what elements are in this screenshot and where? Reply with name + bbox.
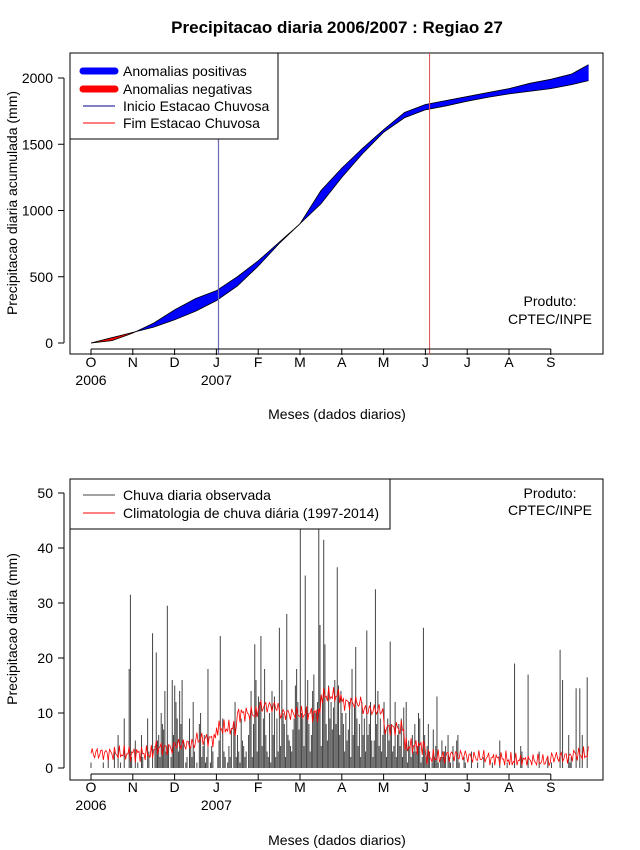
bottom-y-tick-label: 40	[37, 540, 53, 556]
bottom-month-label: F	[254, 779, 263, 795]
positive-anomaly-band	[237, 260, 259, 287]
top-y-tick-label: 2000	[22, 70, 53, 86]
bottom-legend: Chuva diaria observada Climatologia de c…	[69, 478, 391, 530]
top-annotation-produto: Produto:	[524, 293, 577, 309]
top-month-label: M	[294, 354, 306, 370]
positive-anomaly-band	[466, 92, 489, 102]
top-x-axis: O N D J F M A M J J A S 2006 2007	[75, 348, 555, 388]
top-x-label: Meses (dados diarios)	[268, 406, 406, 422]
positive-anomaly-band	[446, 96, 468, 107]
top-annotation-cptec: CPTEC/INPE	[508, 311, 592, 327]
legend-label-end: Fim Estacao Chuvosa	[123, 115, 260, 131]
top-y-tick-label: 1500	[22, 136, 53, 152]
top-y-tick-label: 500	[30, 269, 54, 285]
legend-label-negative: Anomalias negativas	[123, 81, 252, 97]
bottom-daily-bars	[90, 493, 588, 768]
top-month-label: J	[213, 354, 220, 370]
climatology-accumulated-line	[90, 80, 589, 344]
bottom-y-label: Precipitacao diaria (mm)	[4, 553, 20, 705]
top-chart-title: Precipitacao diaria 2006/2007 : Regiao 2…	[171, 18, 503, 37]
top-month-label: J	[422, 354, 429, 370]
positive-anomaly-band	[320, 167, 343, 205]
bottom-year-label: 2006	[75, 797, 106, 813]
top-season-lines	[217, 53, 431, 354]
top-month-label: A	[337, 354, 347, 370]
legend-label-start: Inicio Estacao Chuvosa	[123, 98, 270, 114]
bottom-month-label: O	[86, 779, 97, 795]
legend-label-positive: Anomalias positivas	[123, 63, 247, 79]
bottom-x-label: Meses (dados diarios)	[268, 832, 406, 848]
bottom-month-label: D	[170, 779, 180, 795]
bottom-annotation-cptec: CPTEC/INPE	[508, 502, 592, 518]
bottom-month-label: A	[337, 779, 347, 795]
bottom-annotation-produto: Produto:	[524, 485, 577, 501]
top-month-label: N	[128, 354, 138, 370]
positive-anomaly-band	[195, 290, 217, 312]
top-y-axis: 0 500 1000 1500 2000	[22, 70, 65, 351]
bottom-month-label: J	[213, 779, 220, 795]
bottom-month-label: M	[378, 779, 390, 795]
bottom-y-tick-label: 30	[37, 595, 53, 611]
observed-accumulated-line	[90, 64, 589, 344]
positive-anomaly-band	[153, 309, 175, 328]
top-year-label: 2006	[75, 372, 106, 388]
bottom-month-label: J	[422, 779, 429, 795]
top-year-label: 2007	[201, 372, 232, 388]
bottom-month-label: J	[464, 779, 471, 795]
top-month-label: J	[464, 354, 471, 370]
bottom-x-axis: O N D J F M A M J J A S 2006 2007	[75, 773, 555, 813]
top-y-label: Precipitacao diaria acumulada (mm)	[4, 91, 20, 315]
bottom-year-label: 2007	[201, 797, 232, 813]
top-month-label: O	[86, 354, 97, 370]
bottom-climatology-line	[90, 686, 589, 767]
top-legend-box	[69, 52, 279, 140]
legend-label-observed: Chuva diaria observada	[123, 487, 271, 503]
bottom-month-label: N	[128, 779, 138, 795]
top-month-label: F	[254, 354, 263, 370]
top-y-tick-label: 0	[45, 335, 53, 351]
top-month-label: D	[170, 354, 180, 370]
top-month-label: A	[504, 354, 514, 370]
bottom-month-label: M	[294, 779, 306, 795]
positive-anomaly-band	[425, 100, 447, 111]
bottom-month-label: S	[546, 779, 555, 795]
positive-anomaly-band	[174, 298, 196, 321]
bottom-y-tick-label: 20	[37, 650, 53, 666]
daily-climatology-line	[90, 686, 589, 767]
bottom-y-tick-label: 0	[45, 760, 53, 776]
top-month-label: S	[546, 354, 555, 370]
bottom-y-axis: 0 10 20 30 40 50	[37, 485, 65, 776]
top-legend: Anomalias positivas Anomalias negativas …	[69, 52, 279, 140]
bottom-y-tick-label: 50	[37, 485, 53, 501]
bottom-plot-area: 0 10 20 30 40 50 O N D J F M A M J J A S 2006 2007	[37, 478, 604, 813]
positive-anomaly-band	[341, 147, 363, 179]
top-month-label: M	[378, 354, 390, 370]
bottom-legend-box	[69, 478, 391, 530]
bottom-y-tick-label: 10	[37, 705, 53, 721]
bottom-month-label: A	[504, 779, 514, 795]
top-plot-frame	[69, 52, 604, 355]
top-y-tick-label: 1000	[22, 203, 53, 219]
top-plot-area: 0 500 1000 1500 2000 O N D J F M A M J J A S 2006 2007	[22, 52, 604, 388]
top-anomaly-bands	[90, 64, 589, 344]
legend-label-climatology: Climatologia de chuva diária (1997-2014)	[123, 505, 379, 521]
